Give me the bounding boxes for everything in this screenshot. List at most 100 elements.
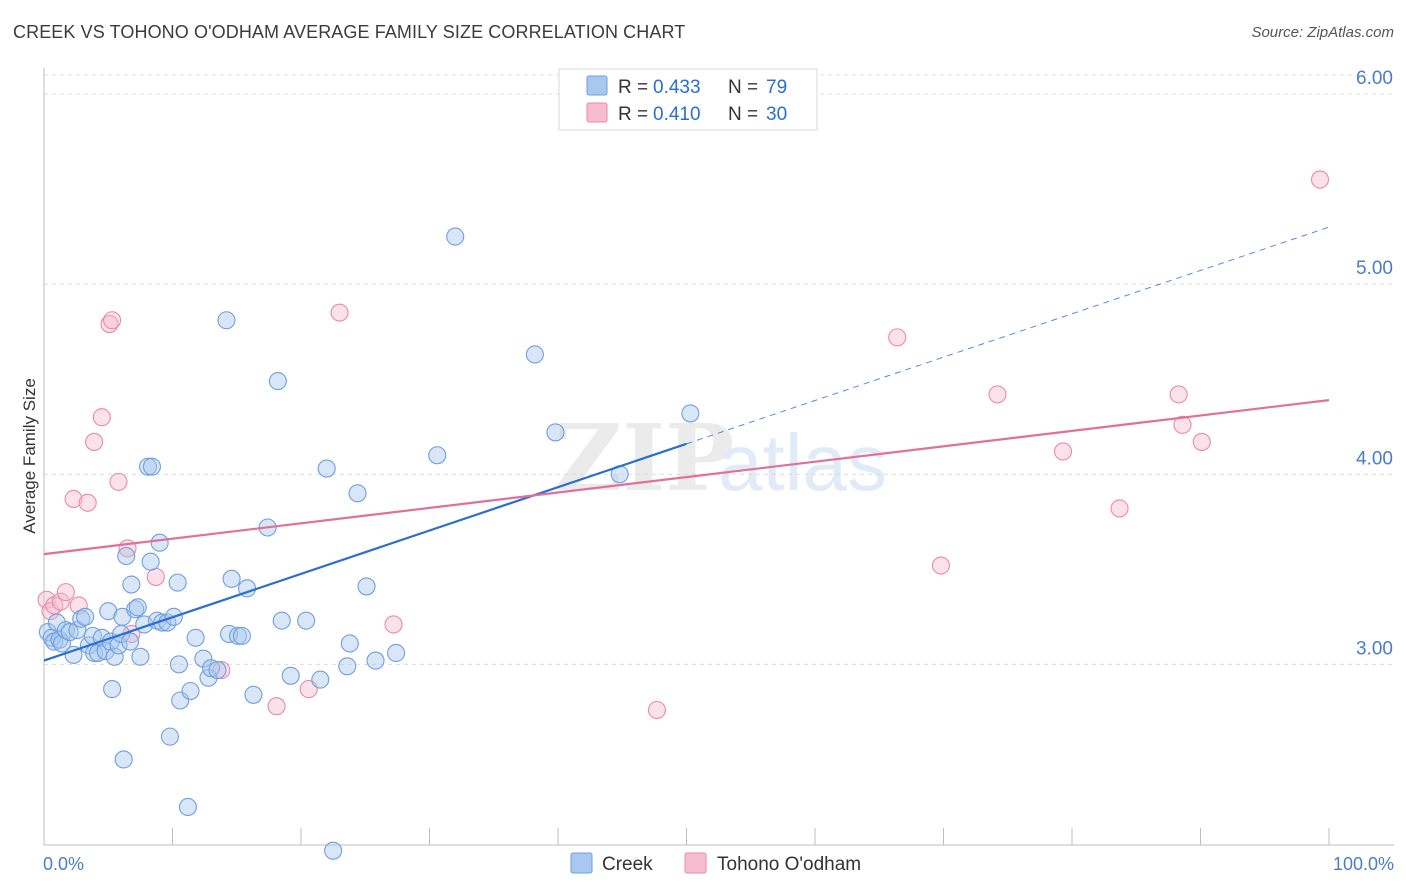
tohono-point: [1053, 442, 1073, 461]
creek-point: [208, 661, 227, 680]
creek-point: [121, 632, 140, 651]
tohono-point: [888, 328, 907, 347]
tohono-point: [109, 472, 128, 491]
tohono-point: [1173, 415, 1192, 434]
creek-point: [272, 611, 291, 630]
tohono-trend-line: [43, 399, 1330, 556]
source-label: Source: ZipAtlas.com: [1251, 24, 1394, 41]
creek-point: [60, 623, 79, 642]
x-tick-label-max: 100.0%: [1333, 854, 1394, 874]
creek-point: [117, 546, 136, 566]
tohono-point: [647, 700, 666, 720]
legend-tohono-r-label: R =: [618, 104, 648, 125]
creek-point: [202, 659, 221, 678]
creek-trend-extension: [686, 226, 1330, 445]
creek-point: [217, 311, 236, 330]
legend-creek-n-label: N =: [728, 77, 758, 98]
creek-point: [168, 573, 187, 592]
trend-lines: [43, 226, 1330, 662]
chart-title: CREEK VS TOHONO O'ODHAM AVERAGE FAMILY S…: [13, 22, 686, 42]
creek-point: [150, 533, 169, 552]
legend-top: R = 0.433 N = 79 R = 0.410 N = 30: [558, 68, 818, 131]
tohono-point: [69, 596, 88, 615]
creek-point: [338, 657, 357, 676]
creek-point: [169, 655, 188, 674]
tohono-point: [988, 385, 1007, 404]
creek-point: [232, 626, 251, 645]
creek-point: [366, 651, 385, 670]
tohono-point: [1110, 499, 1129, 518]
creek-points: [38, 227, 700, 860]
legend-tohono-n-label: N =: [728, 104, 758, 125]
creek-point: [324, 841, 343, 860]
creek-point: [428, 446, 447, 465]
creek-point: [311, 670, 330, 689]
tohono-point: [1310, 170, 1330, 189]
creek-point: [317, 459, 336, 478]
creek-point: [228, 626, 248, 645]
creek-point: [281, 666, 300, 685]
tohono-point: [92, 408, 111, 427]
creek-point: [103, 680, 122, 699]
creek-point: [387, 643, 406, 663]
creek-point: [244, 685, 263, 704]
creek-point: [139, 457, 158, 476]
creek-point: [348, 484, 367, 503]
y-tick-label-2: 5.00: [1356, 258, 1393, 279]
tohono-points: [37, 170, 1330, 720]
creek-point: [194, 649, 213, 668]
creek-point: [181, 681, 200, 701]
creek-point: [141, 552, 160, 571]
tohono-point: [267, 697, 286, 716]
tohono-point: [51, 592, 70, 611]
tohono-point: [64, 489, 83, 509]
legend-tohono-swatch: [586, 102, 608, 123]
legend-creek-swatch: [586, 75, 608, 96]
tohono-point: [85, 432, 104, 451]
legend-creek-n-value: 79: [766, 77, 787, 98]
y-tick-label-1: 4.00: [1356, 448, 1393, 469]
creek-point: [357, 577, 376, 596]
y-axis-title: Average Family Size: [20, 378, 39, 534]
legend-tohono-n-value: 30: [766, 104, 787, 125]
creek-point: [160, 727, 179, 746]
tohono-point: [1192, 432, 1211, 451]
legend-bottom-creek-label: Creek: [602, 854, 653, 875]
creek-point: [105, 647, 124, 666]
x-tick-label-min: 0.0%: [43, 854, 84, 874]
gridlines: [44, 74, 1394, 665]
axes: [43, 68, 1394, 846]
creek-point: [297, 611, 316, 630]
creek-point: [76, 607, 95, 626]
creek-point: [109, 636, 128, 655]
y-tick-label-0: 3.00: [1356, 638, 1393, 659]
creek-trend-line: [43, 442, 687, 662]
creek-point: [142, 457, 161, 476]
creek-point: [222, 569, 241, 588]
creek-point: [128, 598, 147, 617]
creek-point: [681, 404, 700, 423]
legend-bottom-creek-swatch: [570, 852, 593, 874]
legend-bottom: Creek Tohono O'odham: [570, 852, 861, 875]
tohono-point: [103, 311, 122, 330]
y-tick-labels: 3.00 4.00 5.00 6.00: [1356, 68, 1393, 659]
creek-point: [268, 372, 287, 391]
creek-point: [122, 575, 141, 594]
creek-point: [64, 645, 83, 664]
creek-point: [340, 634, 359, 653]
tohono-point: [931, 556, 950, 575]
tohono-point: [384, 615, 403, 634]
y-tick-label-3: 6.00: [1356, 68, 1393, 89]
tohono-point: [1169, 385, 1188, 404]
creek-point: [525, 345, 544, 364]
creek-point: [131, 647, 150, 666]
tohono-point: [78, 493, 97, 512]
legend-creek-r-label: R =: [618, 77, 648, 98]
legend-bottom-tohono-label: Tohono O'odham: [717, 854, 861, 875]
creek-point: [186, 628, 205, 647]
creek-point: [126, 600, 145, 619]
creek-point: [546, 423, 565, 442]
legend-creek-r-value: 0.433: [653, 77, 701, 98]
tohono-point: [330, 303, 349, 322]
